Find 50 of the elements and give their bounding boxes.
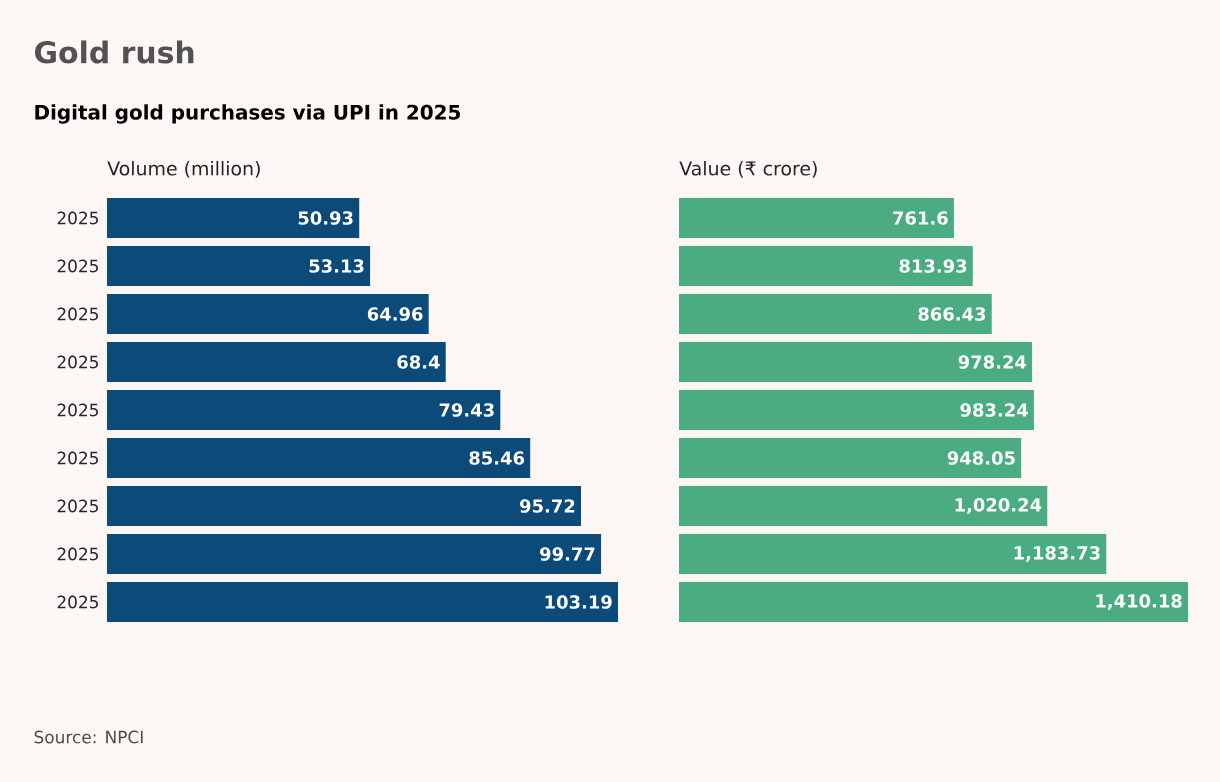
data-label: 68.4 bbox=[397, 355, 440, 369]
bar bbox=[679, 294, 992, 335]
data-label: 95.72 bbox=[520, 499, 575, 513]
data-label: 50.93 bbox=[298, 211, 353, 225]
y-tick-label: 2025 bbox=[57, 355, 98, 369]
bar bbox=[107, 390, 501, 431]
source-note: Source: NPCI bbox=[34, 730, 143, 744]
data-label: 103.19 bbox=[545, 595, 612, 609]
bar bbox=[679, 582, 1189, 623]
data-label: 761.6 bbox=[893, 211, 948, 225]
bar bbox=[107, 534, 602, 575]
data-label: 978.24 bbox=[958, 355, 1027, 369]
bar bbox=[107, 198, 360, 239]
data-label: 99.77 bbox=[540, 547, 595, 561]
data-label: 813.93 bbox=[899, 259, 967, 273]
bar bbox=[679, 390, 1034, 431]
bar bbox=[679, 198, 954, 239]
bar bbox=[107, 294, 429, 335]
bar bbox=[107, 342, 446, 383]
data-label: 866.43 bbox=[918, 307, 986, 321]
y-tick-label: 2025 bbox=[57, 547, 98, 561]
data-label: 1,020.24 bbox=[955, 498, 1042, 514]
data-label: 948.05 bbox=[947, 451, 1015, 465]
data-label: 85.46 bbox=[469, 451, 525, 465]
data-label: 64.96 bbox=[367, 307, 423, 321]
y-tick-label: 2025 bbox=[57, 595, 98, 609]
data-label: 79.43 bbox=[439, 403, 494, 417]
data-label: 53.13 bbox=[309, 259, 364, 273]
x-axis-title: Value (₹ crore) bbox=[679, 160, 817, 178]
y-tick-label: 2025 bbox=[57, 403, 98, 417]
x-axis-title: Volume (million) bbox=[107, 160, 260, 178]
bar bbox=[107, 438, 531, 479]
bar bbox=[679, 342, 1033, 383]
y-tick-label: 2025 bbox=[57, 211, 98, 225]
bar bbox=[679, 246, 973, 287]
data-label: 1,410.18 bbox=[1096, 594, 1182, 610]
y-tick-label: 2025 bbox=[57, 451, 98, 465]
bar bbox=[107, 582, 618, 623]
data-label: 983.24 bbox=[960, 403, 1028, 417]
bar bbox=[679, 486, 1048, 527]
bar bbox=[107, 486, 582, 527]
bar bbox=[679, 438, 1022, 479]
chart-subtitle: Digital gold purchases via UPI in 2025 bbox=[35, 104, 460, 124]
data-label: 1,183.73 bbox=[1014, 546, 1100, 562]
bar bbox=[679, 534, 1107, 575]
y-tick-label: 2025 bbox=[57, 259, 98, 273]
chart-title: Gold rush bbox=[35, 40, 194, 64]
y-tick-label: 2025 bbox=[57, 307, 98, 321]
y-tick-label: 2025 bbox=[57, 499, 98, 513]
bar bbox=[107, 246, 371, 287]
